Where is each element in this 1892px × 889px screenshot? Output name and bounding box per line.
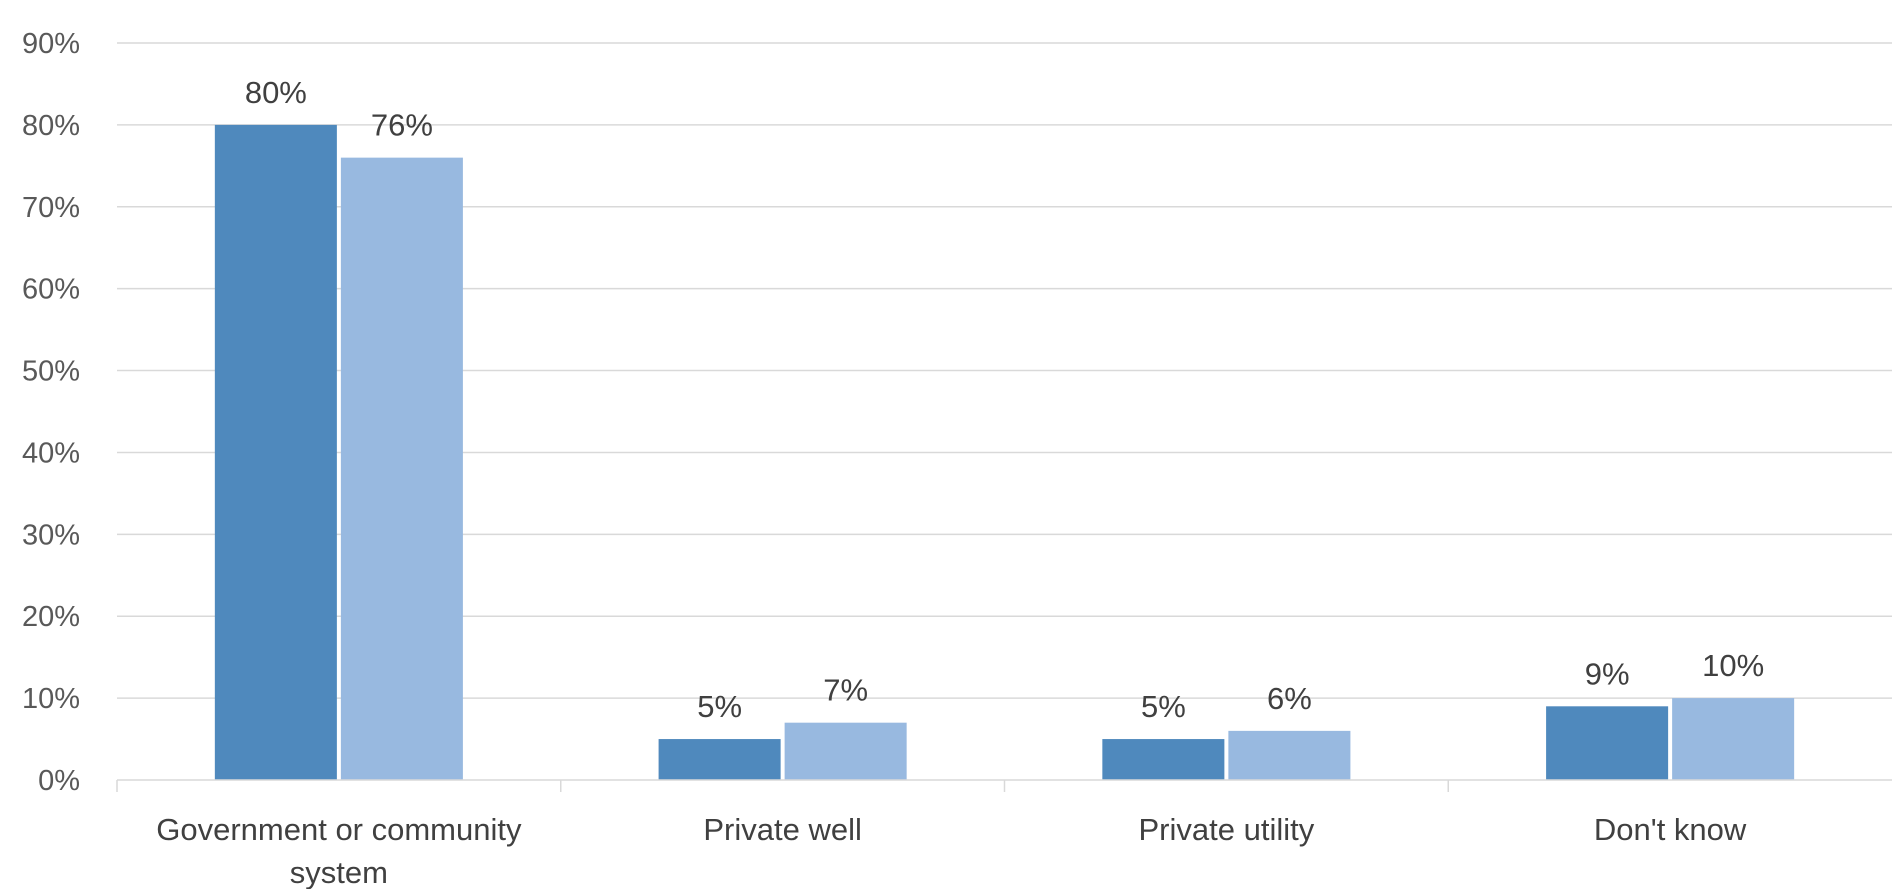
y-axis-ticks: 0% 10% 20% 30% 40% 50% 60% 70% 80% 90% (22, 28, 80, 797)
y-tick-label: 70% (22, 192, 80, 224)
y-tick-label: 20% (22, 601, 80, 633)
bar (1228, 730, 1351, 780)
y-tick-label: 90% (22, 28, 80, 60)
bar (1102, 739, 1225, 780)
y-tick-label: 30% (22, 519, 80, 551)
x-category-label: Don't know (1594, 812, 1747, 847)
bar (214, 124, 337, 780)
data-label: 7% (823, 673, 868, 708)
data-label: 5% (697, 689, 742, 724)
y-tick-label: 80% (22, 110, 80, 142)
y-tick-label: 0% (38, 765, 80, 797)
x-category-label: Government or community (156, 812, 522, 847)
data-labels: 80% 76% 5% 7% 5% 6% 9% 10% (245, 75, 1764, 724)
bar (340, 157, 463, 781)
data-label: 10% (1702, 648, 1764, 683)
bar (784, 722, 907, 780)
bar (1546, 706, 1669, 780)
data-label: 76% (371, 108, 433, 143)
x-axis: Government or community system Private wel… (116, 779, 1892, 889)
data-label: 5% (1141, 689, 1186, 724)
data-label: 9% (1585, 656, 1630, 691)
x-category-label: Private well (703, 812, 862, 847)
x-category-label: Private utility (1139, 812, 1315, 847)
y-tick-label: 40% (22, 437, 80, 469)
bar (658, 739, 781, 780)
bars (214, 124, 1795, 781)
bar (1672, 698, 1795, 780)
y-tick-label: 10% (22, 683, 80, 715)
data-label: 6% (1267, 681, 1312, 716)
y-tick-label: 60% (22, 274, 80, 306)
y-tick-label: 50% (22, 356, 80, 388)
x-category-label: system (290, 855, 388, 889)
data-label: 80% (245, 75, 307, 110)
